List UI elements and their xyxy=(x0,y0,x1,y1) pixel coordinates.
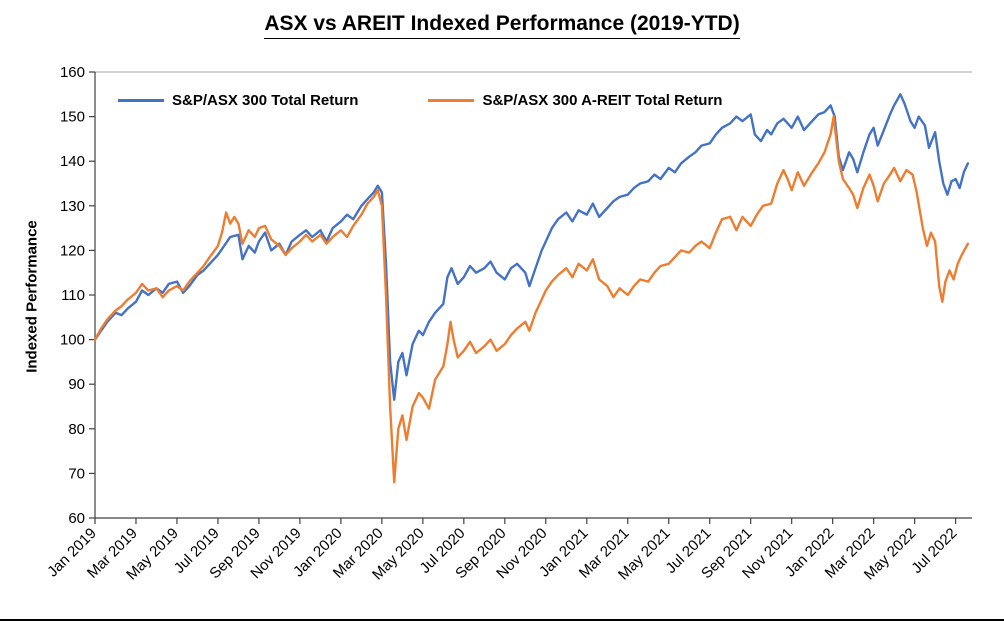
y-tick-label: 70 xyxy=(68,465,85,482)
y-tick-label: 90 xyxy=(68,376,85,393)
series-line-1 xyxy=(93,115,970,484)
legend-label: S&P/ASX 300 Total Return xyxy=(172,92,359,109)
x-tick-label: Jul 2022 xyxy=(908,525,960,577)
legend-line-icon xyxy=(118,99,164,102)
y-tick-label: 100 xyxy=(60,332,85,349)
chart-title-text: ASX vs AREIT Indexed Performance (2019-Y… xyxy=(264,12,740,39)
y-tick-label: 140 xyxy=(60,153,85,170)
chart-title: ASX vs AREIT Indexed Performance (2019-Y… xyxy=(0,12,1004,39)
y-tick-label: 60 xyxy=(68,510,85,527)
y-tick-label: 80 xyxy=(68,421,85,438)
legend-line-icon xyxy=(428,99,475,102)
legend-item-asx300: S&P/ASX 300 Total Return xyxy=(118,92,358,109)
y-tick-label: 150 xyxy=(60,109,85,126)
chart-legend: S&P/ASX 300 Total Return S&P/ASX 300 A-R… xyxy=(118,92,722,109)
y-tick-label: 120 xyxy=(60,242,85,259)
legend-label: S&P/ASX 300 A-REIT Total Return xyxy=(482,92,723,109)
y-tick-label: 130 xyxy=(60,198,85,215)
y-tick-label: 160 xyxy=(60,64,85,81)
bottom-divider xyxy=(0,619,1004,621)
legend-item-areit: S&P/ASX 300 A-REIT Total Return xyxy=(428,92,722,109)
y-tick-label: 110 xyxy=(61,287,85,304)
series-line-0 xyxy=(93,93,970,401)
